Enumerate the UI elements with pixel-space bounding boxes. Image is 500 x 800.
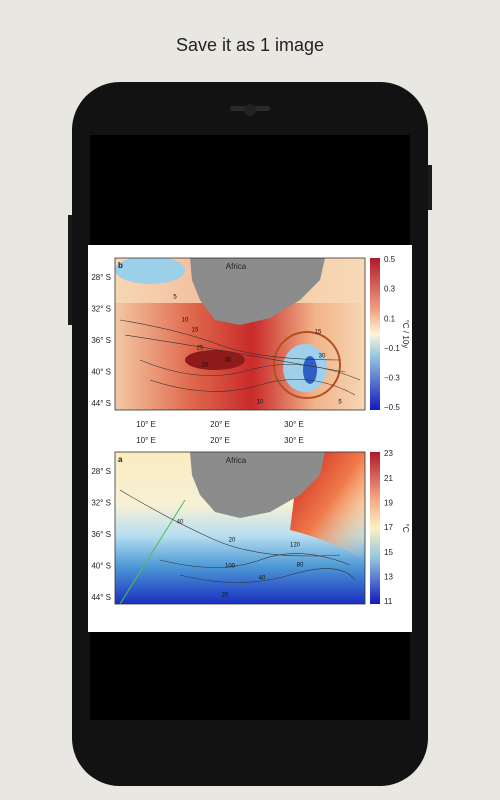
lon-label: 10° E (136, 420, 156, 429)
lat-label: 44° S (91, 399, 111, 408)
lat-label: 28° S (91, 273, 111, 282)
colorbar-unit: °C / 10y (401, 320, 410, 349)
map-frame (114, 451, 366, 605)
contour-label: 100 (225, 564, 236, 570)
lat-label: 44° S (91, 593, 111, 602)
colorbar-tick: 17 (384, 523, 393, 532)
panel-label: b (118, 261, 123, 270)
contour-label: 20 (202, 363, 209, 369)
region-label: Africa (226, 262, 247, 271)
colorbar-tick: 0.5 (384, 255, 396, 264)
contour-label: 20 (222, 593, 229, 599)
contour-label: 80 (297, 563, 304, 569)
contour-label: 20 (229, 538, 236, 544)
colorbar-tick: 15 (384, 548, 393, 557)
lon-label: 30° E (284, 436, 304, 445)
side-button (68, 215, 72, 325)
lat-label: 36° S (91, 336, 111, 345)
colorbar-tick: −0.3 (384, 374, 400, 383)
contour-label: 15 (192, 328, 199, 334)
contour-label: 30 (225, 358, 232, 364)
colorbar-tick: 19 (384, 498, 393, 507)
lon-label: 10° E (136, 436, 156, 445)
colorbar (370, 452, 380, 604)
contour-label: 10 (182, 318, 189, 324)
colorbar-tick: 21 (384, 474, 393, 483)
colorbar-tick: 0.1 (384, 314, 396, 323)
contour-label: 40 (259, 576, 266, 582)
lon-label: 30° E (284, 420, 304, 429)
region-label: Africa (226, 456, 247, 465)
colorbar-unit: °C (401, 524, 410, 533)
contour-label: 30 (319, 354, 326, 360)
colorbar (370, 258, 380, 410)
side-button (428, 165, 432, 210)
lat-label: 32° S (91, 305, 111, 314)
map-a (115, 452, 365, 604)
lat-label: 36° S (91, 530, 111, 539)
contour-label: 120 (290, 543, 301, 549)
colorbar-tick: −0.5 (384, 403, 400, 412)
panel-label: a (118, 455, 123, 464)
lat-label: 40° S (91, 562, 111, 571)
header-title: Save it as 1 image (176, 35, 324, 55)
lat-label: 28° S (91, 467, 111, 476)
map-frame (114, 257, 366, 411)
lat-label: 32° S (91, 499, 111, 508)
colorbar-tick: 13 (384, 572, 393, 581)
colorbar-tick: 0.3 (384, 285, 396, 294)
contour-label: 15 (315, 330, 322, 336)
colorbar-tick: −0.1 (384, 344, 400, 353)
lon-label: 20° E (210, 420, 230, 429)
lon-label: 20° E (210, 436, 230, 445)
contour-label: 10 (257, 400, 264, 406)
contour-label: 40 (177, 520, 184, 526)
contour-label: 5 (338, 400, 342, 406)
contour-label: 5 (173, 295, 177, 301)
contour-label: 25 (197, 346, 204, 352)
lat-label: 40° S (91, 368, 111, 377)
map-b (115, 258, 365, 410)
colorbar-tick: 11 (384, 597, 393, 606)
colorbar-tick: 23 (384, 449, 393, 458)
camera (244, 104, 256, 116)
